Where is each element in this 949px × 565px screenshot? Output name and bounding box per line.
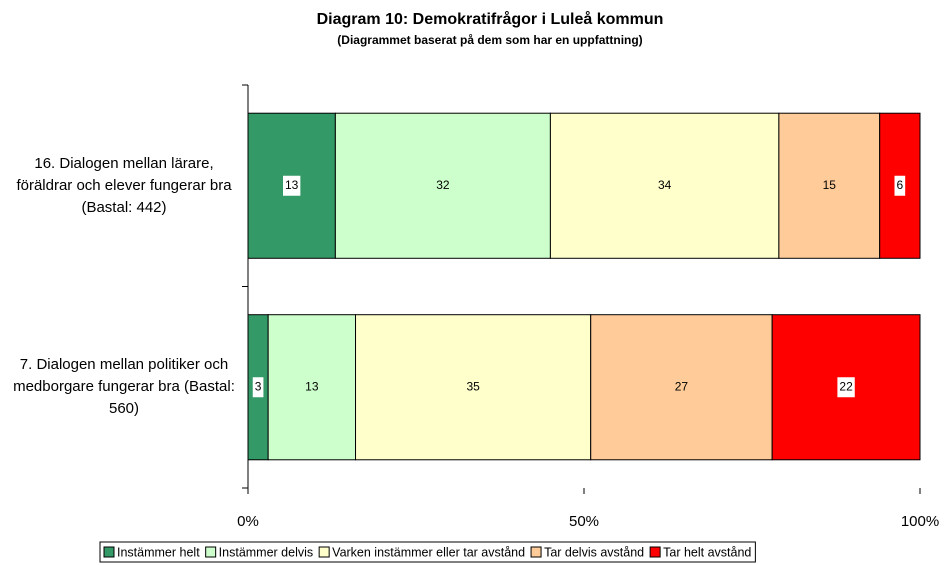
legend-label: Varken instämmer eller tar avstånd [332,545,525,559]
value-label: 32 [436,178,450,192]
bar-segment [590,314,773,461]
legend-swatch [530,546,542,558]
legend-label: Instämmer delvis [219,545,313,559]
legend-label: Tar helt avstånd [663,545,751,559]
value-label: 27 [675,379,689,393]
legend-swatch [103,546,115,558]
legend-label: Tar delvis avstånd [544,545,644,559]
value-label-bg [894,175,906,196]
value-label: 15 [823,178,837,192]
legend-swatch [649,546,661,558]
x-tick-label: 100% [901,513,939,530]
y-tick-label: 7. Dialogen mellan politiker och medborg… [13,356,235,418]
y-tick-label: 16. Dialogen mellan lärare, föräldrar oc… [16,154,232,216]
legend-swatch [205,546,217,558]
value-label-bg [283,175,301,196]
legend-swatch [318,546,330,558]
value-label-bg [252,377,264,398]
bar-segment [549,112,780,259]
value-label: 6 [896,178,903,192]
x-tick-label: 0% [237,513,259,530]
chart-subtitle: (Diagrammet baserat på dem som har en up… [337,33,642,47]
value-label: 35 [466,379,480,393]
bar-segment [334,112,551,259]
legend-label: Instämmer helt [117,545,200,559]
value-label: 22 [839,379,853,393]
value-label: 13 [305,379,319,393]
value-label: 34 [658,178,672,192]
x-tick-label: 50% [569,513,599,530]
value-label-bg [837,377,855,398]
bar-segment [778,112,881,259]
legend-box [99,541,756,563]
bar-segment [267,314,357,461]
value-label: 13 [285,178,299,192]
chart-title: Diagram 10: Demokratifrågor i Luleå komm… [317,10,664,28]
bar-segment [355,314,592,461]
value-label: 3 [255,379,262,393]
